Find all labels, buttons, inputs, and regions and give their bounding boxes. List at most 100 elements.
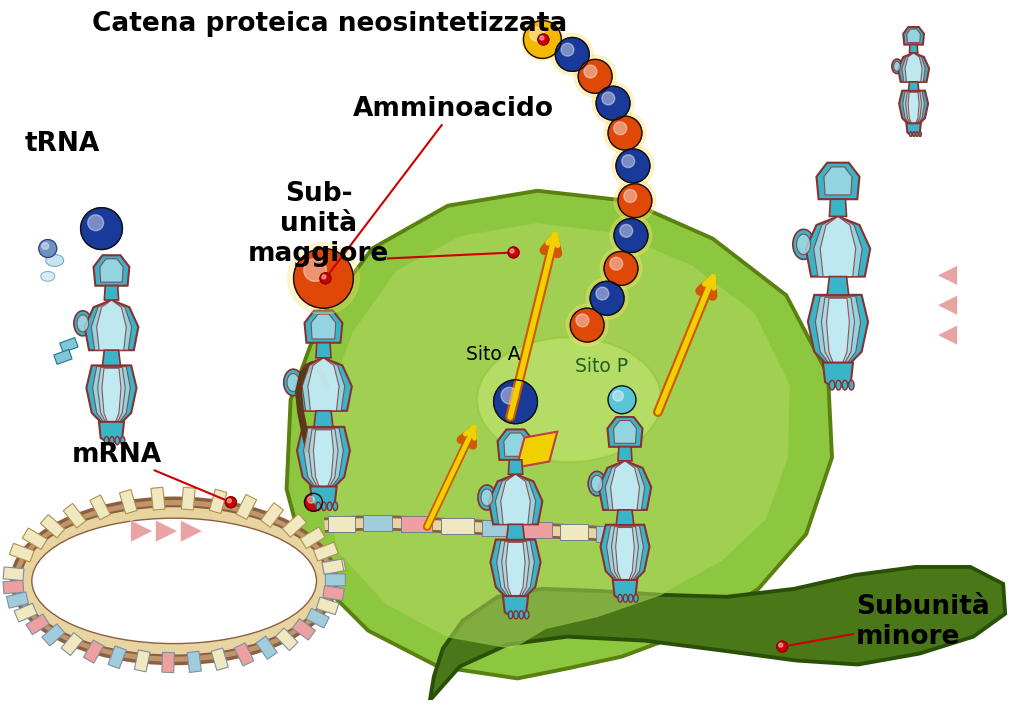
- Polygon shape: [516, 432, 557, 468]
- Text: Amminoacido: Amminoacido: [330, 96, 554, 273]
- Polygon shape: [311, 314, 336, 339]
- Circle shape: [608, 386, 636, 413]
- Polygon shape: [181, 487, 196, 510]
- Circle shape: [42, 243, 49, 249]
- Circle shape: [613, 122, 627, 135]
- Polygon shape: [315, 343, 331, 358]
- Polygon shape: [297, 427, 350, 490]
- Circle shape: [288, 242, 359, 314]
- Ellipse shape: [915, 132, 919, 136]
- Polygon shape: [313, 542, 338, 561]
- Polygon shape: [821, 297, 854, 367]
- Circle shape: [584, 65, 597, 78]
- Circle shape: [596, 287, 608, 300]
- Polygon shape: [99, 259, 123, 282]
- Polygon shape: [503, 596, 528, 616]
- Circle shape: [577, 314, 589, 327]
- Polygon shape: [906, 124, 921, 135]
- Polygon shape: [306, 608, 329, 628]
- Polygon shape: [300, 527, 325, 549]
- Polygon shape: [211, 648, 228, 670]
- Polygon shape: [3, 581, 24, 594]
- Ellipse shape: [333, 502, 338, 510]
- Polygon shape: [256, 636, 278, 659]
- Polygon shape: [490, 540, 541, 600]
- Bar: [362, 515, 392, 531]
- Polygon shape: [613, 420, 636, 444]
- Polygon shape: [938, 265, 957, 285]
- Polygon shape: [909, 45, 918, 53]
- Polygon shape: [86, 366, 136, 425]
- Polygon shape: [321, 223, 791, 649]
- Circle shape: [225, 497, 237, 508]
- Polygon shape: [824, 167, 852, 195]
- Ellipse shape: [919, 132, 922, 136]
- Polygon shape: [99, 422, 124, 442]
- Bar: [400, 516, 432, 532]
- Circle shape: [622, 154, 635, 168]
- Circle shape: [592, 82, 634, 124]
- Polygon shape: [903, 27, 924, 45]
- Polygon shape: [607, 417, 642, 446]
- Polygon shape: [187, 651, 202, 673]
- Bar: [560, 524, 589, 540]
- Ellipse shape: [74, 311, 92, 336]
- Circle shape: [602, 92, 614, 105]
- Bar: [441, 518, 473, 534]
- Circle shape: [508, 247, 519, 258]
- Bar: [522, 522, 552, 538]
- Circle shape: [574, 55, 616, 97]
- Polygon shape: [488, 475, 543, 524]
- Ellipse shape: [524, 611, 529, 619]
- Ellipse shape: [477, 338, 662, 462]
- Polygon shape: [496, 475, 536, 524]
- Polygon shape: [104, 286, 119, 300]
- Polygon shape: [287, 191, 831, 678]
- Polygon shape: [108, 646, 126, 668]
- Polygon shape: [323, 559, 346, 574]
- Polygon shape: [209, 489, 226, 514]
- Circle shape: [604, 251, 638, 285]
- Polygon shape: [899, 91, 928, 126]
- Polygon shape: [316, 597, 339, 615]
- Circle shape: [322, 274, 326, 279]
- Bar: [482, 520, 513, 536]
- Circle shape: [555, 37, 589, 72]
- Ellipse shape: [514, 611, 518, 619]
- Ellipse shape: [912, 132, 915, 136]
- Bar: [59, 338, 78, 352]
- Polygon shape: [907, 29, 921, 43]
- Polygon shape: [283, 514, 306, 537]
- Polygon shape: [611, 526, 639, 583]
- Circle shape: [538, 34, 549, 45]
- Polygon shape: [102, 350, 121, 366]
- Polygon shape: [302, 358, 345, 411]
- Polygon shape: [617, 446, 632, 461]
- Polygon shape: [323, 559, 344, 574]
- Circle shape: [586, 277, 628, 319]
- Ellipse shape: [829, 380, 835, 390]
- Polygon shape: [814, 216, 862, 277]
- Text: Sito A: Sito A: [466, 345, 520, 364]
- Ellipse shape: [104, 437, 109, 444]
- Circle shape: [307, 496, 314, 503]
- Ellipse shape: [32, 518, 316, 644]
- Polygon shape: [308, 358, 339, 411]
- Polygon shape: [908, 82, 919, 91]
- Polygon shape: [806, 216, 870, 277]
- Polygon shape: [908, 92, 920, 126]
- Circle shape: [614, 218, 648, 253]
- Polygon shape: [9, 543, 34, 562]
- Circle shape: [596, 86, 630, 120]
- Polygon shape: [606, 526, 643, 583]
- Ellipse shape: [588, 471, 606, 496]
- Polygon shape: [85, 300, 138, 350]
- Polygon shape: [826, 298, 849, 367]
- Polygon shape: [261, 503, 284, 527]
- Circle shape: [612, 145, 654, 187]
- Text: Sito P: Sito P: [575, 357, 629, 376]
- Polygon shape: [292, 618, 315, 640]
- Circle shape: [620, 225, 633, 237]
- Circle shape: [521, 18, 563, 60]
- Circle shape: [304, 494, 323, 511]
